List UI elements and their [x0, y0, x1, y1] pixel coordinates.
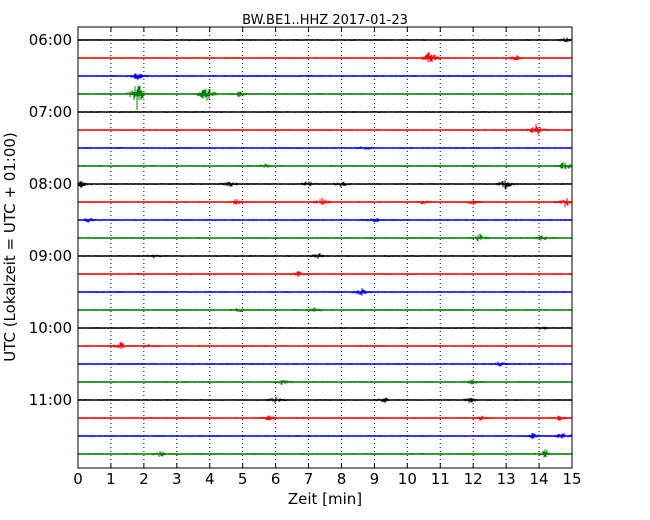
x-tick-label: 2 — [139, 470, 149, 488]
x-tick-label: 4 — [205, 470, 215, 488]
y-axis-label: UTC (Lokalzeit = UTC + 01:00) — [1, 132, 19, 362]
chart-title: BW.BE1..HHZ 2017-01-23 — [242, 13, 408, 28]
y-tick-label: 10:00 — [29, 319, 72, 337]
x-tick-label: 1 — [106, 470, 116, 488]
y-tick-label: 11:00 — [29, 391, 72, 409]
x-tick-label: 14 — [530, 470, 549, 488]
y-tick-label: 09:00 — [29, 247, 72, 265]
x-tick-label: 11 — [431, 470, 450, 488]
x-tick-label: 12 — [464, 470, 483, 488]
y-tick-label: 08:00 — [29, 175, 72, 193]
x-tick-label: 8 — [337, 470, 347, 488]
y-tick-label: 07:00 — [29, 103, 72, 121]
x-tick-label: 15 — [562, 470, 581, 488]
grid — [110, 27, 540, 468]
x-tick-label: 9 — [370, 470, 380, 488]
x-tick-label: 13 — [497, 470, 516, 488]
x-tick-label: 3 — [172, 470, 182, 488]
x-tick-label: 10 — [398, 470, 417, 488]
x-tick-label: 7 — [304, 470, 314, 488]
x-tick-label: 0 — [73, 470, 83, 488]
x-axis-label: Zeit [min] — [288, 490, 362, 508]
y-axis-ticks: 06:00 07:00 08:00 09:00 10:00 11:00 — [29, 31, 572, 409]
x-tick-label: 5 — [238, 470, 248, 488]
traces — [77, 37, 573, 458]
x-axis-ticks: 0 1 2 3 4 5 6 7 8 9 10 11 12 13 14 15 — [73, 27, 582, 488]
y-tick-label: 06:00 — [29, 31, 72, 49]
x-tick-label: 6 — [271, 470, 281, 488]
plot-frame — [77, 26, 573, 469]
